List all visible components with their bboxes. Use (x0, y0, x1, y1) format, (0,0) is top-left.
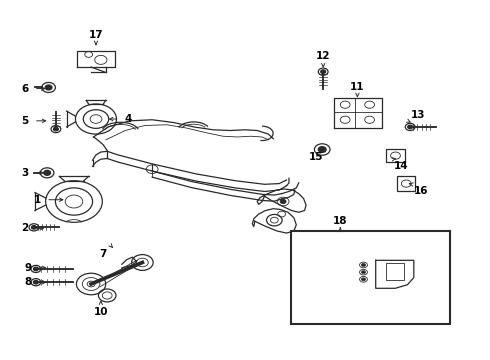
Circle shape (53, 127, 58, 131)
Bar (292, 231, 450, 324)
Text: 7: 7 (99, 248, 107, 258)
Text: 9: 9 (24, 263, 31, 273)
Circle shape (362, 264, 366, 266)
Text: 1: 1 (34, 195, 41, 205)
Text: 15: 15 (309, 152, 323, 162)
Circle shape (321, 70, 326, 73)
Circle shape (280, 199, 286, 204)
Text: 3: 3 (22, 168, 29, 178)
Circle shape (408, 125, 413, 129)
Text: 4: 4 (124, 114, 131, 124)
Text: 13: 13 (411, 111, 426, 121)
Bar (386, 149, 405, 162)
Circle shape (45, 85, 52, 90)
Circle shape (31, 226, 36, 229)
Bar (387, 263, 404, 280)
Circle shape (33, 280, 38, 284)
Text: 11: 11 (350, 82, 365, 92)
Text: 8: 8 (24, 277, 31, 287)
Text: 14: 14 (394, 161, 409, 171)
Circle shape (362, 271, 366, 274)
Text: 16: 16 (414, 186, 428, 196)
Text: 2: 2 (22, 224, 29, 233)
Text: 12: 12 (316, 51, 330, 61)
Text: 6: 6 (22, 84, 29, 94)
Circle shape (44, 170, 50, 175)
Text: 17: 17 (89, 30, 103, 40)
Bar (397, 176, 415, 191)
Circle shape (362, 278, 366, 281)
Text: 5: 5 (22, 116, 29, 126)
Text: 10: 10 (94, 307, 108, 316)
Circle shape (33, 267, 38, 271)
Text: 18: 18 (333, 216, 347, 226)
Circle shape (318, 147, 326, 152)
